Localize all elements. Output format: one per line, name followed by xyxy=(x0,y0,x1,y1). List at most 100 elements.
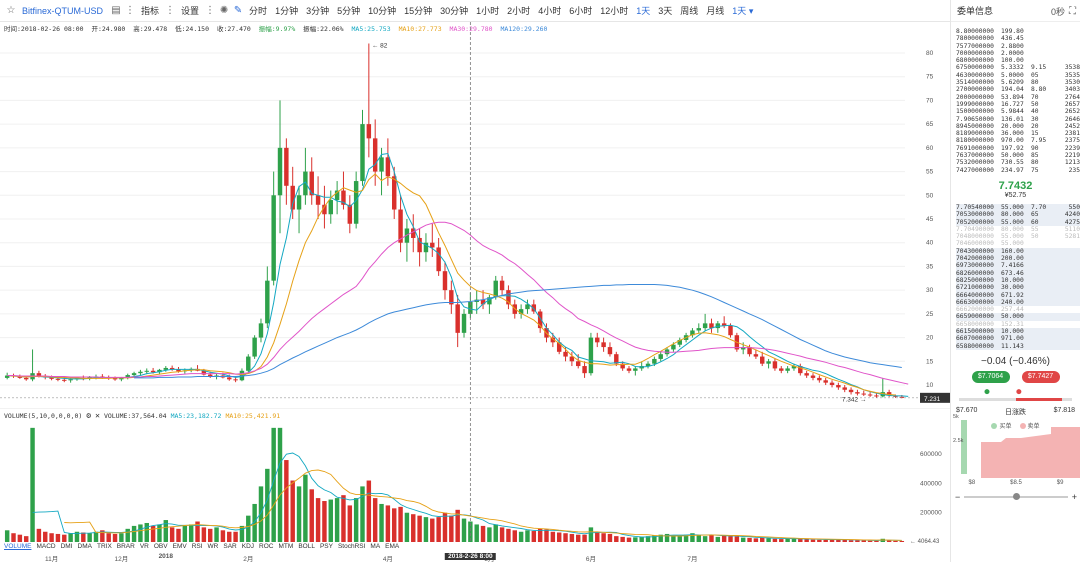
zoom-slider-knob[interactable] xyxy=(1013,493,1020,500)
order-book-row[interactable]: 6800000000 100.00 xyxy=(956,57,1080,64)
depth-chart[interactable]: 5k 2.5k xyxy=(951,412,1080,492)
interval-tab[interactable]: 12小时 xyxy=(600,6,629,16)
order-book-row[interactable]: 7048000000 55.000 50 5281 xyxy=(956,233,1080,240)
candlestick-chart[interactable]: 10 15 20 25 30 35 40 45 50 55 60 65 70 75 80 ← 82 7.342 … xyxy=(0,22,950,407)
order-book-row[interactable]: 6973000000 7.4166 xyxy=(956,262,1080,270)
indicator-tab[interactable]: DMI xyxy=(60,543,73,550)
interval-tab[interactable]: 1小时 xyxy=(476,6,500,16)
zoom-out-button[interactable]: − xyxy=(955,492,961,502)
order-book-row[interactable]: 6588000000 11.143 xyxy=(956,342,1080,350)
indicator-tab[interactable]: BOLL xyxy=(298,543,315,550)
indicator-tab[interactable]: KDJ xyxy=(241,543,255,550)
interval-tab[interactable]: 分时 xyxy=(249,6,268,16)
interval-tab[interactable]: 3天 xyxy=(658,6,673,16)
order-book-row[interactable]: 3514000000 5.6209 80 3530 xyxy=(956,79,1080,86)
indicator-tab[interactable]: PSY xyxy=(319,543,333,550)
indicator-tab[interactable]: MTM xyxy=(278,543,294,550)
order-book-row[interactable]: 7053000000 80.000 65 4240 xyxy=(956,211,1080,219)
order-book-row[interactable]: 6750000000 5.3332 9.15 3538 xyxy=(956,64,1080,71)
indicator-tab[interactable]: DMA xyxy=(77,543,92,550)
interval-tab[interactable]: 周线 xyxy=(680,6,699,16)
order-book-row[interactable]: 8945000000 20.000 20 2452 xyxy=(956,123,1080,130)
order-book-row[interactable]: 8180000000 970.00 7.95 2375 xyxy=(956,137,1080,144)
indicator-tab[interactable]: OBV xyxy=(153,543,168,550)
more-icon[interactable]: ⋮ xyxy=(205,5,216,16)
close-icon[interactable]: ✕ xyxy=(95,411,100,420)
order-book-row[interactable]: 2000000000 53.894 70 2764 xyxy=(956,94,1080,101)
order-book-row[interactable]: 7.70540000 55.000 7.70 550 xyxy=(956,203,1080,212)
indicators-button[interactable]: 指标 xyxy=(141,6,160,16)
indicator-tab[interactable]: VOLUME xyxy=(4,543,32,550)
order-book-row[interactable]: 7427000000 234.97 75 235 xyxy=(956,167,1080,174)
indicator-tab[interactable]: EMA xyxy=(385,543,400,550)
indicator-tab[interactable]: SAR xyxy=(223,543,237,550)
interval-tab[interactable]: 2小时 xyxy=(507,6,531,16)
sell-price-button[interactable]: $7.7427 xyxy=(1021,370,1060,383)
interval-tab[interactable]: 1天 xyxy=(636,6,651,16)
order-book-row[interactable]: 4630000000 5.0000 05 3535 xyxy=(956,72,1080,79)
interval-tab[interactable]: 10分钟 xyxy=(368,6,397,16)
order-book-row[interactable]: 6721000000 30.000 xyxy=(956,284,1080,292)
order-book-row[interactable]: 7637000000 50.000 85 2219 xyxy=(956,152,1080,159)
order-book-row[interactable]: 6615000000 10.000 xyxy=(956,327,1080,336)
x-tick-label: 2月 xyxy=(243,556,254,562)
volume-chart[interactable]: 200000 400000 600000 ← 4064.43 xyxy=(0,408,950,546)
zoom-in-button[interactable]: + xyxy=(1071,492,1077,502)
order-book-row[interactable]: 7532000000 730.55 80 1213 xyxy=(956,159,1080,166)
interval-tab[interactable]: 4小时 xyxy=(538,6,562,16)
more-icon[interactable]: ⋮ xyxy=(165,5,176,16)
interval-tab[interactable]: 30分钟 xyxy=(440,6,469,16)
order-book-row[interactable]: 7043000000 160.00 xyxy=(956,247,1080,256)
interval-tab[interactable]: 6小时 xyxy=(569,6,593,16)
interval-dropdown[interactable]: 1天 ▾ xyxy=(732,6,754,16)
order-book-row[interactable]: 6664000000 671.92 xyxy=(956,291,1080,299)
indicator-tab[interactable]: RSI xyxy=(191,543,203,550)
fullscreen-icon[interactable]: ⛶ xyxy=(1069,5,1076,17)
order-book-row[interactable]: 1500000000 5.9844 40 2652 xyxy=(956,108,1080,115)
order-book-row[interactable]: 7.70490000 80.000 55 5110 xyxy=(956,226,1080,233)
order-book-row[interactable]: 6607000000 971.00 xyxy=(956,335,1080,343)
indicator-tab[interactable]: StochRSI xyxy=(337,543,366,550)
interval-tab[interactable]: 15分钟 xyxy=(404,6,433,16)
star-icon[interactable]: ☆ xyxy=(6,5,16,16)
theme-sun-icon[interactable]: ✺ xyxy=(219,5,229,16)
indicator-tab[interactable]: VR xyxy=(139,543,149,550)
indicator-tab[interactable]: MACD xyxy=(36,543,56,550)
settings-gear-icon[interactable]: ⚙ xyxy=(86,411,92,420)
order-book-row[interactable]: 7046000000 55.000 xyxy=(956,240,1080,247)
order-book-row[interactable]: 7.90650000 136.01 30 2646 xyxy=(956,116,1080,123)
order-book-row[interactable]: 6662000000 257.44 xyxy=(956,306,1080,313)
order-book-row[interactable]: 8.80000000 199.80 xyxy=(956,28,1080,35)
more-icon[interactable]: ⋮ xyxy=(125,5,136,16)
order-book-row[interactable]: 7000000000 2.0000 xyxy=(956,50,1080,57)
order-book-row[interactable]: 6658000000 152.31 xyxy=(956,321,1080,328)
order-book-row[interactable]: 7577000000 2.8800 xyxy=(956,43,1080,50)
indicator-tab[interactable]: MA xyxy=(370,543,381,550)
symbol-selector[interactable]: Bitfinex-QTUM-USD xyxy=(22,5,104,16)
indicator-tab[interactable]: EMV xyxy=(172,543,187,550)
buy-price-button[interactable]: $7.7064 xyxy=(971,370,1010,383)
order-book-row[interactable]: 7042000000 200.00 xyxy=(956,255,1080,263)
indicator-tab[interactable]: WR xyxy=(207,543,219,550)
document-icon[interactable]: ▤ xyxy=(111,5,121,16)
order-book-row[interactable]: 6659000000 50.000 xyxy=(956,313,1080,321)
indicator-tab[interactable]: TRIX xyxy=(96,543,112,550)
order-book-row[interactable]: 6663000000 240.00 xyxy=(956,298,1080,307)
interval-tab[interactable]: 3分钟 xyxy=(306,6,330,16)
zoom-slider[interactable] xyxy=(964,493,1068,500)
settings-button[interactable]: 设置 xyxy=(181,6,200,16)
interval-tab[interactable]: 1分钟 xyxy=(275,6,299,16)
order-book-row[interactable]: 6826000000 673.46 xyxy=(956,269,1080,277)
order-book-row[interactable]: 1999000000 16.727 50 2657 xyxy=(956,101,1080,108)
order-book-row[interactable]: 7691000000 197.92 90 2239 xyxy=(956,145,1080,152)
interval-tab[interactable]: 月线 xyxy=(706,6,725,16)
order-book-row[interactable]: 7052000000 55.000 60 4275 xyxy=(956,218,1080,226)
draw-pencil-icon[interactable]: ✎ xyxy=(233,5,243,16)
interval-tab[interactable]: 5分钟 xyxy=(337,6,361,16)
indicator-tab[interactable]: ROC xyxy=(259,543,274,550)
order-book-row[interactable]: 6825000000 10.000 xyxy=(956,276,1080,285)
indicator-tab[interactable]: BRAR xyxy=(116,543,135,550)
order-book-row[interactable]: 7800000000 436.45 xyxy=(956,35,1080,42)
order-book-row[interactable]: 8189000000 36.000 15 2381 xyxy=(956,130,1080,137)
order-book-row[interactable]: 2700000000 194.04 8.80 3403 xyxy=(956,86,1080,93)
